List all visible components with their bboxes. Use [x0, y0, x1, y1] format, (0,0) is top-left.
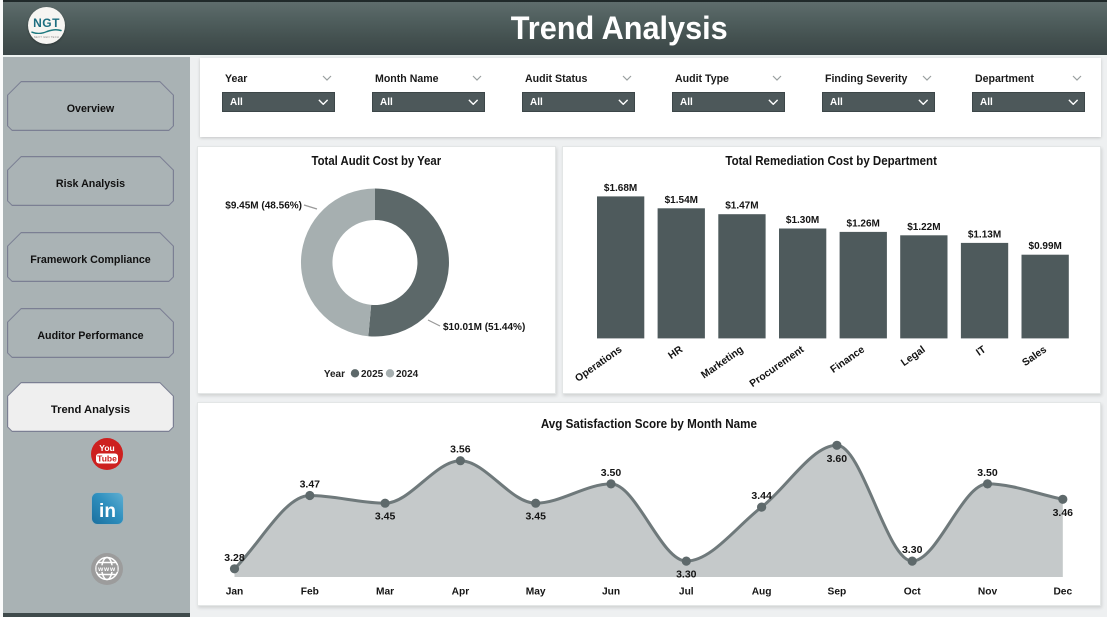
svg-text:Tube: Tube	[97, 454, 117, 464]
svg-text:You: You	[99, 443, 114, 453]
svg-text:www: www	[97, 566, 116, 573]
svg-text:in: in	[99, 501, 116, 522]
